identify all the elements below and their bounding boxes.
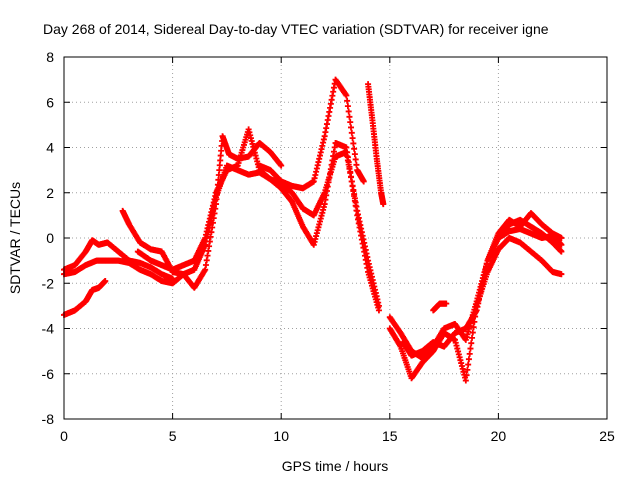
series-track-c	[61, 277, 109, 318]
data-point-marker	[360, 178, 367, 185]
series-track-f	[256, 76, 367, 192]
data-point-marker	[344, 103, 351, 110]
data-point-marker	[465, 361, 472, 368]
x-tick-label: 15	[382, 428, 398, 444]
data-point-marker	[348, 129, 355, 136]
y-tick-label: 2	[46, 185, 54, 201]
data-point-marker	[469, 334, 476, 341]
x-tick-label: 25	[599, 428, 615, 444]
data-point-marker	[351, 151, 358, 158]
data-point-marker	[558, 248, 565, 255]
x-tick-label: 10	[273, 428, 289, 444]
data-point-marker	[380, 201, 387, 208]
series-track-j	[399, 210, 565, 359]
data-point-marker	[468, 340, 475, 347]
tick-layer: 0 5 10 15 20 25 -8 -6 -4 -2 0 2 4 6 8	[42, 49, 615, 444]
data-point-marker	[353, 161, 360, 168]
data-point-marker	[464, 366, 471, 373]
data-point-marker	[343, 92, 350, 99]
data-point-marker	[351, 145, 358, 152]
plot-frame	[63, 56, 608, 420]
data-point-marker	[465, 356, 472, 363]
x-axis-label: GPS time / hours	[282, 458, 389, 474]
chart-title: Day 268 of 2014, Sidereal Day-to-day VTE…	[43, 21, 549, 37]
y-tick-label: -2	[42, 275, 55, 291]
series-track-l	[495, 225, 565, 248]
data-point-marker	[558, 271, 565, 278]
data-point-marker	[278, 162, 285, 169]
x-tick-label: 20	[491, 428, 507, 444]
data-point-marker	[462, 377, 469, 384]
y-tick-label: -6	[42, 366, 55, 382]
data-point-marker	[347, 119, 354, 126]
data-point-marker	[350, 140, 357, 147]
y-tick-label: -8	[42, 411, 55, 427]
data-point-marker	[349, 135, 356, 142]
data-point-marker	[443, 300, 450, 307]
series-track-k	[430, 300, 450, 314]
data-point-marker	[346, 113, 353, 120]
data-point-marker	[470, 324, 477, 331]
data-point-marker	[348, 124, 355, 131]
data-point-marker	[467, 345, 474, 352]
data-layer	[61, 76, 565, 384]
grid-layer	[64, 57, 607, 419]
data-point-marker	[466, 350, 473, 357]
data-point-marker	[469, 329, 476, 336]
data-point-marker	[375, 307, 382, 314]
series-track-a	[61, 237, 176, 282]
y-tick-label: 4	[46, 140, 54, 156]
y-tick-label: -4	[42, 321, 55, 337]
y-tick-label: 0	[46, 230, 54, 246]
series-track-d	[119, 133, 285, 291]
data-point-marker	[558, 241, 565, 248]
series-track-e	[134, 126, 382, 314]
y-axis-label: SDTVAR / TECUs	[7, 182, 23, 294]
y-tick-label: 6	[46, 94, 54, 110]
data-point-marker	[463, 372, 470, 379]
data-point-marker	[345, 108, 352, 115]
data-point-marker	[558, 235, 565, 241]
x-tick-label: 5	[169, 428, 177, 444]
data-point-marker	[344, 97, 351, 104]
x-tick-label: 0	[60, 428, 68, 444]
y-tick-label: 8	[46, 49, 54, 65]
data-point-marker	[102, 277, 109, 284]
series-track-g	[365, 81, 387, 208]
series-track-b	[61, 149, 382, 309]
data-point-marker	[352, 156, 359, 163]
